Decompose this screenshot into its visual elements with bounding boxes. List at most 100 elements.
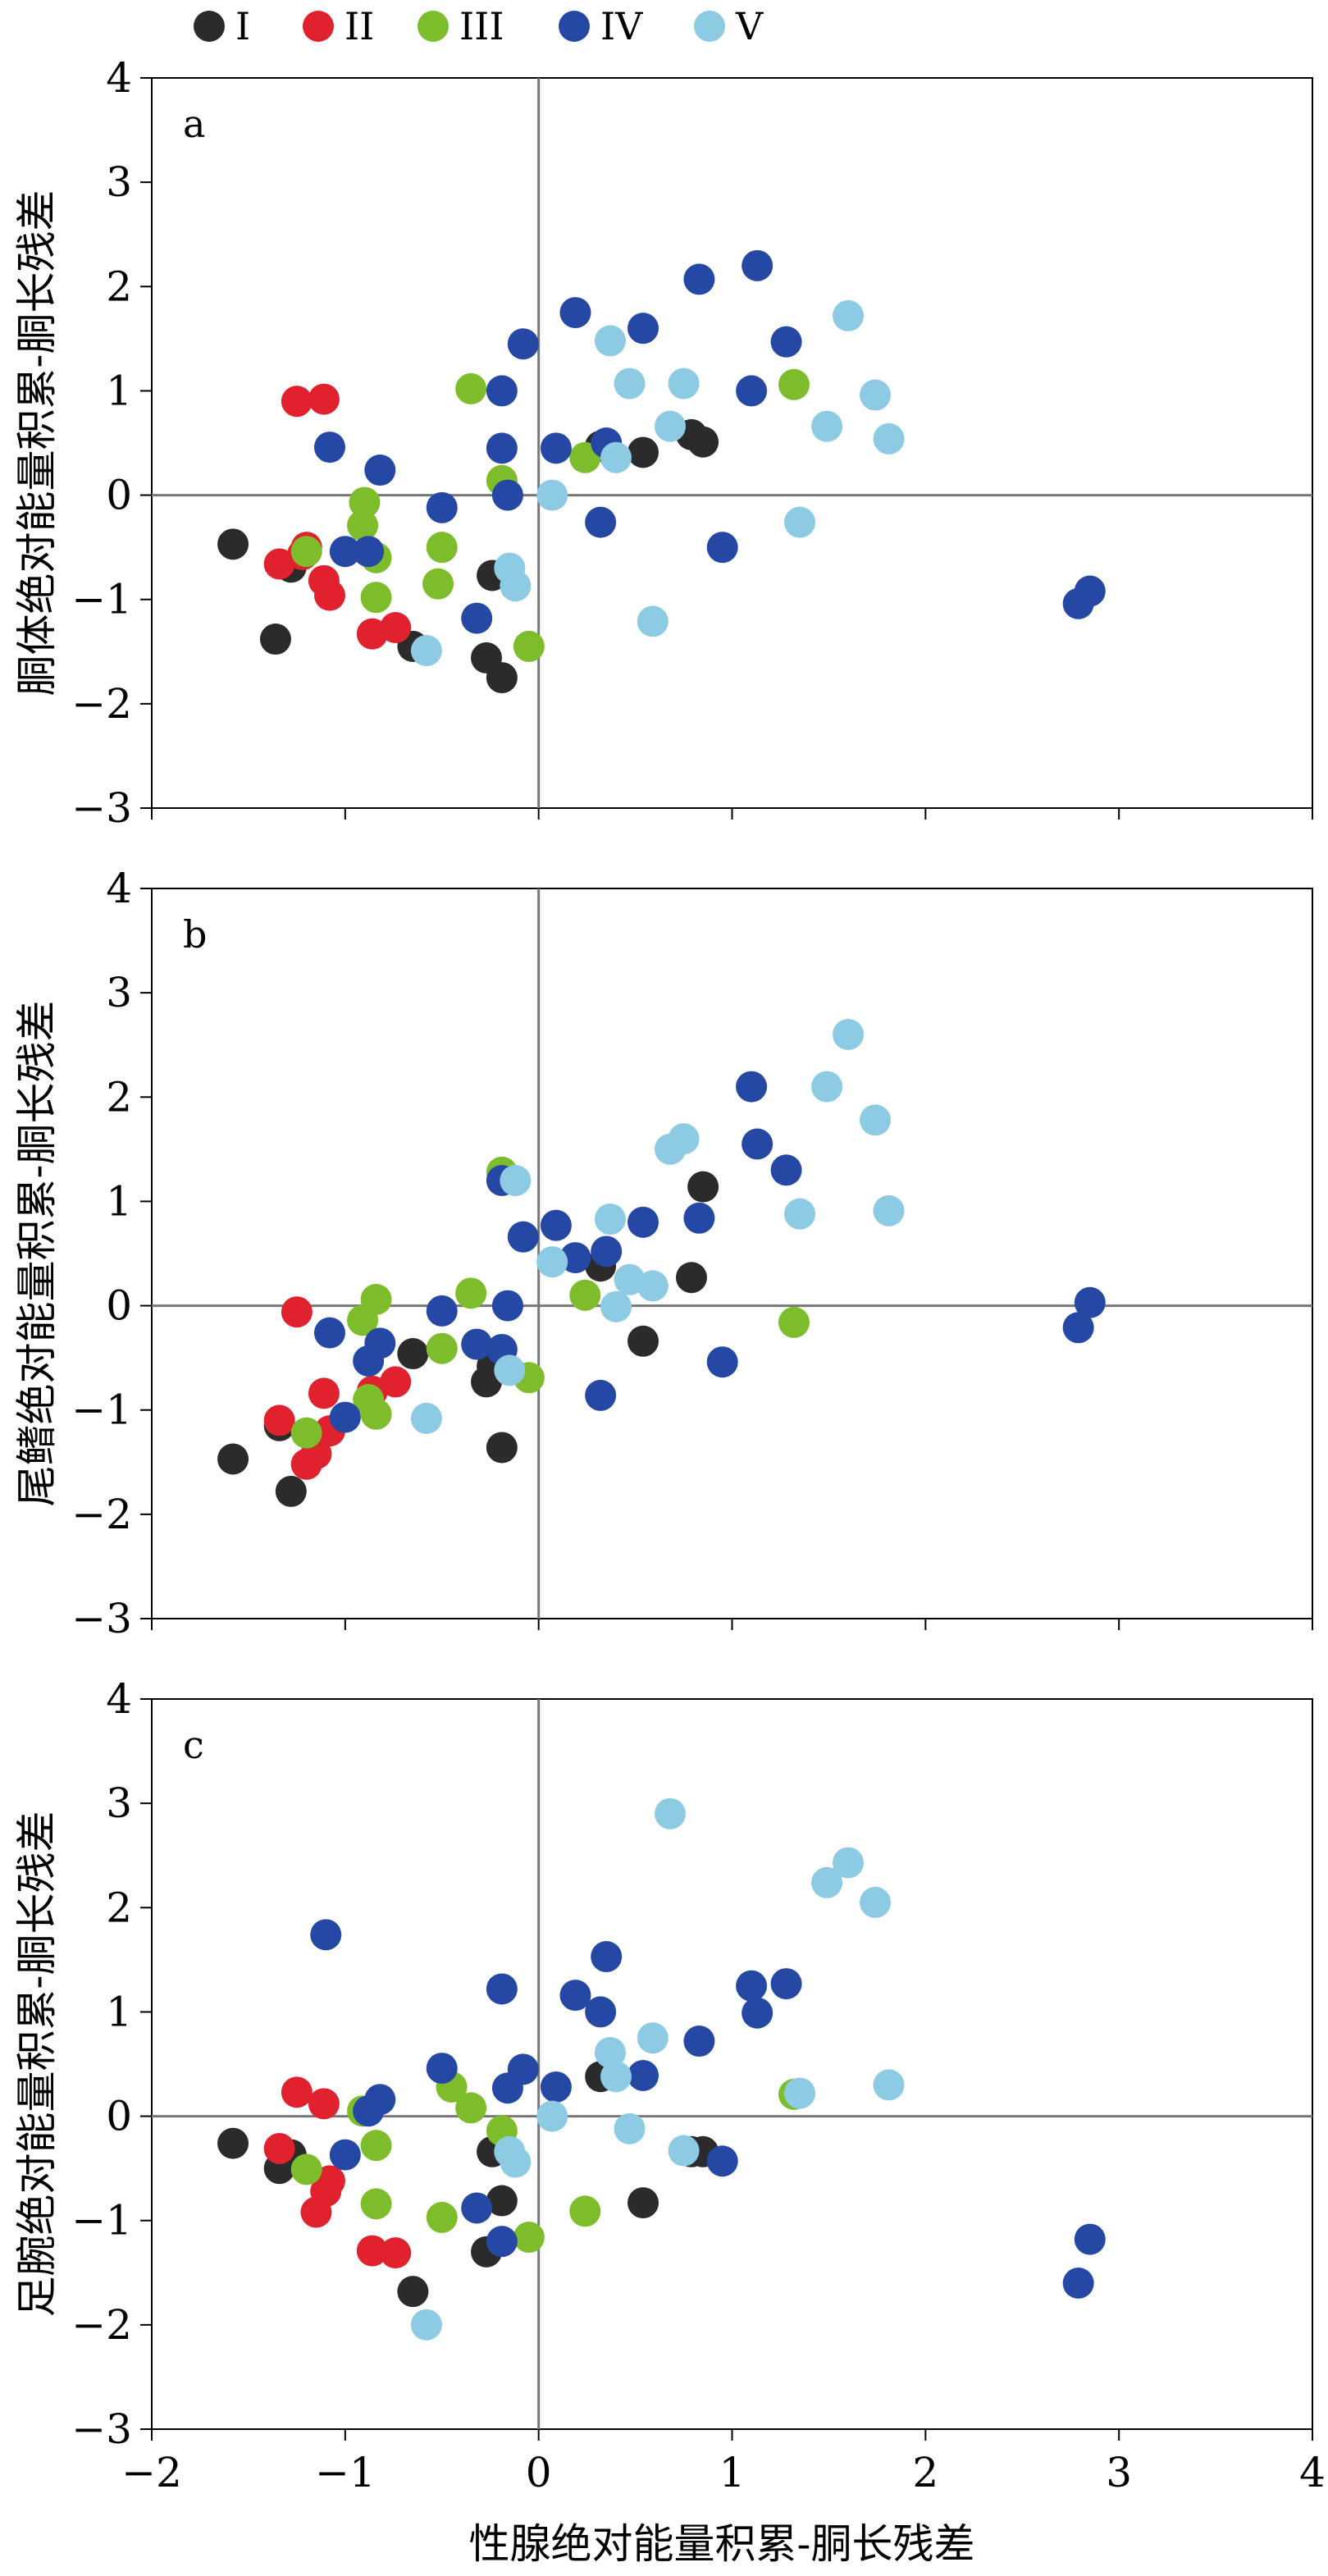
y-tick-label: −1	[71, 2197, 132, 2245]
data-point	[627, 2187, 659, 2219]
y-tick-label: −2	[71, 2301, 132, 2349]
x-tick-label: 2	[912, 2449, 938, 2496]
data-point	[397, 1338, 429, 1370]
data-point	[559, 1242, 591, 1274]
legend-label-IV: IV	[600, 4, 643, 48]
data-point	[569, 1279, 601, 1311]
y-axis-label: 胴体绝对能量积累-胴长残差	[13, 190, 61, 697]
y-tick-label: −1	[71, 576, 132, 623]
data-point	[614, 2112, 646, 2144]
data-point	[217, 528, 249, 560]
data-point	[310, 1919, 342, 1951]
data-point	[360, 1283, 392, 1315]
y-tick-label: 2	[106, 263, 132, 310]
y-tick-label: 3	[106, 158, 132, 206]
x-axis-label: 性腺绝对能量积累-胴长残差	[469, 2520, 975, 2568]
data-point	[513, 630, 545, 662]
data-point	[426, 2201, 458, 2233]
data-point	[308, 2088, 340, 2120]
data-point	[637, 2022, 669, 2054]
data-point	[742, 1997, 774, 2029]
data-point	[668, 1123, 700, 1155]
data-point	[380, 612, 412, 644]
data-point	[486, 1973, 518, 2005]
data-point	[500, 2146, 532, 2178]
data-point	[1062, 1312, 1094, 1344]
data-point	[491, 479, 523, 511]
data-point	[360, 2130, 392, 2162]
data-point	[1074, 2223, 1106, 2255]
data-point	[706, 2145, 738, 2177]
data-point	[600, 441, 632, 473]
y-tick-label: −1	[71, 1386, 132, 1434]
data-point	[217, 2127, 249, 2159]
y-tick-label: 1	[106, 367, 132, 414]
y-tick-label: 0	[106, 2093, 132, 2140]
data-point	[455, 372, 487, 404]
data-point	[706, 532, 738, 564]
legend-item-II: II	[303, 4, 374, 48]
data-point	[313, 1317, 345, 1349]
data-point	[860, 1886, 892, 1918]
y-axis-label: 尾鳍绝对能量积累-胴长残差	[13, 1001, 61, 1507]
data-point	[275, 1475, 307, 1507]
panel-letter: a	[183, 102, 205, 146]
data-point	[349, 486, 381, 518]
legend-marker-I	[194, 11, 225, 42]
data-point	[736, 1970, 768, 2002]
data-point	[784, 1198, 816, 1230]
data-point	[308, 1377, 340, 1409]
data-point	[736, 1071, 768, 1103]
plot-frame	[151, 1698, 1313, 2430]
panel-letter: c	[183, 1723, 204, 1767]
data-point	[281, 2076, 313, 2108]
data-point	[410, 2309, 442, 2341]
data-point	[687, 426, 719, 458]
data-point	[559, 1980, 591, 2012]
data-point	[290, 2154, 322, 2185]
x-tick-label: 3	[1106, 2449, 1132, 2496]
data-point	[486, 2226, 518, 2258]
y-tick-label: 4	[106, 865, 132, 912]
data-point	[491, 1290, 523, 1322]
data-point	[1062, 2268, 1094, 2299]
data-point	[627, 436, 659, 468]
y-tick-label: 2	[106, 1073, 132, 1121]
series-III	[290, 368, 810, 662]
data-point	[627, 313, 659, 345]
data-point	[281, 1296, 313, 1328]
series-V	[410, 1019, 905, 1434]
data-point	[410, 1402, 442, 1434]
data-point	[559, 297, 591, 329]
x-tick-label: −1	[315, 2449, 376, 2496]
data-point	[486, 1432, 518, 1464]
plot-frame	[151, 888, 1313, 1619]
data-point	[683, 263, 715, 295]
data-point	[637, 605, 669, 637]
series-III	[290, 1156, 810, 1449]
legend-item-IV: IV	[559, 4, 643, 48]
series-IV	[313, 249, 1106, 634]
data-point	[329, 536, 361, 568]
data-point	[353, 2095, 385, 2127]
data-point	[461, 1328, 493, 1360]
data-point	[461, 2192, 493, 2224]
data-point	[426, 1295, 458, 1327]
data-point	[683, 1202, 715, 1234]
data-point	[290, 536, 322, 568]
data-point	[313, 2165, 345, 2197]
data-point	[833, 1019, 864, 1050]
x-tick-label: 4	[1299, 2449, 1326, 2496]
y-tick-label: −3	[71, 1595, 132, 1642]
data-point	[833, 1847, 864, 1879]
data-point	[217, 1443, 249, 1475]
data-point	[290, 1417, 322, 1449]
legend-label-V: V	[735, 4, 764, 48]
data-point	[683, 2026, 715, 2058]
data-point	[585, 1379, 617, 1411]
data-point	[455, 2092, 487, 2124]
data-point	[585, 506, 617, 538]
data-point	[778, 1306, 810, 1338]
legend-marker-IV	[559, 11, 590, 42]
